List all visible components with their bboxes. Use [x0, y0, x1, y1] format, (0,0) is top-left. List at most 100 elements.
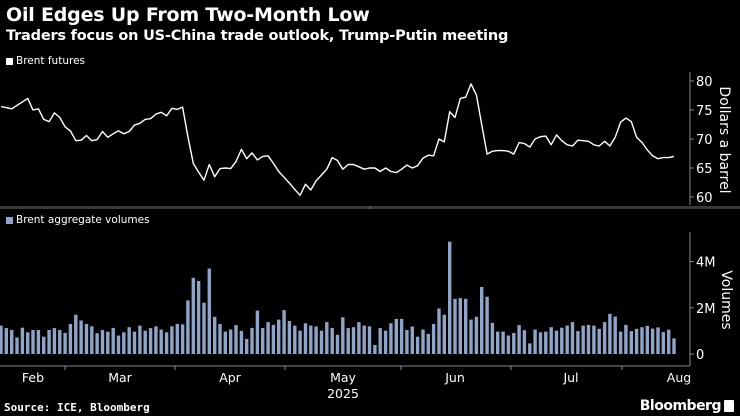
volume-y-tick-label: 2M	[696, 302, 716, 317]
volume-bar	[501, 331, 505, 354]
volume-panel: 0 2M 4M	[0, 232, 716, 366]
price-y-tick-label: 60	[696, 191, 713, 206]
volume-bar	[602, 322, 607, 354]
x-tick-label-may: May	[330, 370, 356, 385]
volume-bar	[496, 331, 500, 354]
volume-bar	[95, 333, 99, 354]
volume-bar	[309, 325, 313, 354]
volume-bar	[512, 333, 516, 354]
volume-bar	[464, 298, 468, 354]
volume-bar	[453, 298, 457, 354]
volume-bar	[229, 329, 233, 354]
volume-bar	[58, 330, 62, 354]
legend-swatch-volume	[6, 216, 13, 224]
volume-bar	[383, 330, 388, 354]
volume-bar	[389, 323, 393, 354]
volume-bar	[581, 325, 585, 354]
legend-label-volume: Brent aggregate volumes	[16, 214, 150, 226]
bloomberg-logo: Bloomberg	[640, 398, 734, 414]
volume-bar	[287, 321, 292, 354]
volume-bar	[298, 330, 302, 354]
volume-bar	[554, 330, 559, 354]
volume-bar	[303, 323, 308, 354]
volume-bar	[10, 330, 14, 354]
volume-bar	[180, 324, 185, 354]
volume-bar	[485, 296, 489, 354]
legend-volume: Brent aggregate volumes	[6, 214, 150, 226]
volume-bar	[597, 328, 601, 354]
volume-bar	[138, 325, 142, 354]
volume-bar	[186, 300, 190, 354]
volume-bar	[42, 336, 46, 354]
volume-bar	[218, 324, 222, 354]
volume-bar	[90, 326, 94, 354]
volume-bar	[399, 318, 404, 354]
volume-bar	[533, 329, 537, 354]
x-tick-label-feb: Feb	[22, 370, 44, 385]
volume-bar	[239, 330, 244, 354]
volume-bar	[634, 328, 639, 354]
volume-bar	[36, 330, 41, 354]
volume-bar	[319, 330, 324, 354]
volume-bar	[84, 324, 89, 354]
volume-bar	[346, 328, 350, 354]
volume-bar	[565, 325, 569, 354]
chart-title: Oil Edges Up From Two-Month Low	[6, 4, 370, 26]
volume-bar	[116, 335, 121, 354]
brand-text: Bloomberg	[639, 398, 722, 414]
volume-bar	[448, 241, 452, 354]
volume-bar	[421, 329, 425, 354]
volume-bar	[250, 327, 254, 354]
x-axis: Feb Mar Apr May Jun Jul Aug 2025	[0, 365, 691, 401]
volume-bar	[341, 317, 345, 354]
volume-bar	[517, 325, 521, 354]
volume-bar	[357, 322, 361, 354]
volume-bar	[351, 327, 356, 354]
volume-bar	[52, 328, 57, 354]
volume-bar	[63, 333, 67, 354]
volume-bar	[100, 330, 105, 354]
volume-bar	[79, 320, 83, 354]
volume-bar	[362, 325, 366, 354]
volume-bar	[426, 333, 430, 354]
volume-bar	[170, 326, 174, 354]
volume-bar	[202, 302, 206, 354]
volume-bar	[629, 331, 633, 354]
volume-bar	[570, 322, 575, 354]
x-year-label: 2025	[327, 386, 359, 401]
volume-bar	[245, 339, 249, 354]
volume-bar	[277, 319, 281, 354]
volume-bar	[672, 338, 676, 354]
volume-bar	[191, 277, 195, 354]
volume-bar	[255, 310, 260, 354]
volume-y-tick-label: 0	[696, 348, 704, 363]
x-tick-label-apr: Apr	[219, 370, 241, 385]
volume-bar	[314, 326, 318, 354]
volume-bar	[661, 332, 665, 354]
volume-bar	[266, 322, 270, 354]
volume-bar	[490, 322, 495, 354]
volume-bar	[576, 331, 580, 354]
volume-bar	[127, 327, 131, 354]
volume-bar	[528, 343, 532, 354]
x-tick-label-mar: Mar	[108, 370, 132, 385]
chart-subtitle: Traders focus on US-China trade outlook,…	[6, 28, 509, 44]
volume-bar	[164, 332, 169, 354]
volume-bar	[4, 328, 8, 354]
volume-bar	[437, 308, 441, 354]
volume-bar	[330, 327, 334, 354]
price-y-tick-label: 80	[696, 75, 713, 90]
volume-bar	[480, 287, 484, 354]
x-tick-label-aug: Aug	[667, 370, 691, 385]
volume-bar	[586, 324, 591, 354]
volume-bar	[405, 330, 409, 354]
volume-bar	[469, 319, 473, 354]
volume-bar	[458, 298, 462, 354]
volume-bar	[624, 324, 628, 354]
volume-bar	[122, 332, 126, 354]
price-line	[0, 83, 675, 197]
volume-bar	[415, 336, 420, 354]
volume-bar	[154, 326, 158, 354]
volume-bar	[613, 316, 617, 354]
